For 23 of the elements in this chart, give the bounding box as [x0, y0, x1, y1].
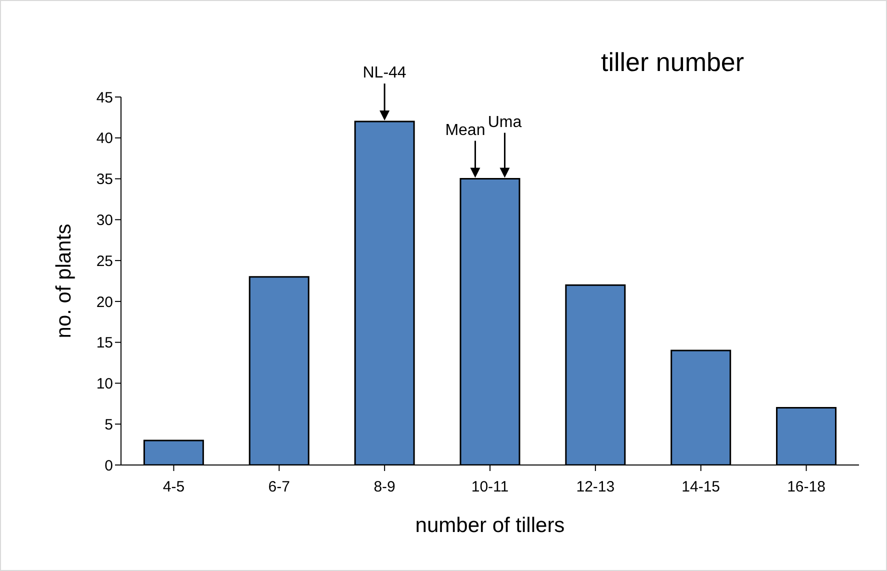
x-axis-title: number of tillers [415, 514, 565, 537]
annotation: Mean [445, 122, 486, 139]
y-tick-label: 5 [104, 416, 113, 434]
y-tick-label: 30 [96, 212, 113, 229]
annotation: Uma [488, 114, 522, 131]
y-tick-label: 15 [96, 334, 113, 352]
x-tick-label: 4-5 [162, 478, 185, 496]
y-tick-label: 35 [96, 171, 113, 188]
y-axis-title: no. of plants [52, 224, 76, 338]
y-tick-label: 40 [96, 130, 113, 148]
x-tick-label: 8-9 [374, 478, 396, 496]
y-tick-label: 25 [96, 252, 113, 270]
x-tick-label: 16-18 [787, 478, 826, 496]
y-tick-label: 20 [96, 294, 113, 311]
x-tick-label: 12-13 [576, 478, 615, 496]
x-tick-label: 10-11 [471, 478, 509, 496]
x-tick-label: 14-15 [682, 478, 720, 496]
y-tick-label: 0 [104, 457, 113, 474]
x-tick-label: 6-7 [268, 478, 290, 496]
chart-title: tiller number [601, 47, 744, 78]
y-tick-label: 45 [96, 89, 113, 106]
y-tick-label: 10 [96, 376, 113, 393]
annotation: NL-44 [362, 64, 406, 82]
